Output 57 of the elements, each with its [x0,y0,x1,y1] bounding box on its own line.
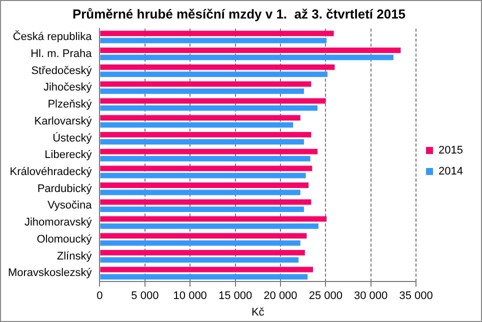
bar [100,206,304,212]
bar [100,105,318,111]
y-tick-label: Plzeňský [48,98,92,111]
bar [100,115,300,120]
bar [100,250,305,256]
x-tick-label: 35 000 [399,290,433,302]
y-tick-label: Česká republika [12,30,93,44]
y-tick-label: Zlínský [56,250,92,262]
bar [100,72,328,78]
y-tick-label: Jihočeský [43,82,92,94]
bar [100,233,307,239]
bar [100,274,308,280]
legend-label: 2015 [438,144,464,157]
bar [100,81,312,87]
y-tick-label: Hl. m. Praha [30,48,93,60]
y-tick-label: Vysočina [48,200,93,212]
bar [100,190,300,196]
y-tick-label: Olomoucký [36,233,92,246]
x-tick-label: 10 000 [173,290,207,302]
x-tick-label: 25 000 [308,290,342,302]
x-axis-title: Kč [251,306,265,318]
bar [100,132,312,138]
x-tick-label: 30 000 [354,290,388,302]
bar [100,223,318,229]
bar [100,156,310,162]
y-tick-label: Moravskoslezský [8,267,92,280]
x-tick-label: 0 [96,290,103,302]
bar [100,30,334,36]
x-tick-label: 15 000 [218,290,252,302]
x-tick-label: 20 000 [264,290,298,302]
bar [100,148,318,154]
bar [100,54,394,60]
bar [100,199,312,205]
bar [100,98,326,104]
x-tick-label: 5 000 [131,290,159,302]
bar [100,139,304,145]
bar [100,166,312,172]
legend-label: 2014 [438,166,464,178]
bar [100,182,308,188]
bar [100,64,335,70]
bar [100,266,314,272]
bar [100,88,304,94]
bar [100,122,294,128]
y-tick-label: Středočeský [31,64,92,77]
bar [100,216,327,222]
y-tick-label: Pardubický [37,182,92,195]
y-tick-label: Královéhradecký [10,166,92,178]
bar [100,48,401,54]
bar [100,257,299,263]
y-tick-label: Karlovarský [34,115,92,128]
y-tick-label: Jihomoravský [24,216,92,229]
bar [100,240,300,246]
y-tick-label: Liberecký [44,149,92,162]
chart-title: Průměrné hrubé měsíční mzdy v 1. až 3. čtvrtletí 2015 [72,6,406,22]
y-tick-label: Ústecký [52,131,92,144]
bar [100,38,327,44]
bar [100,172,306,178]
